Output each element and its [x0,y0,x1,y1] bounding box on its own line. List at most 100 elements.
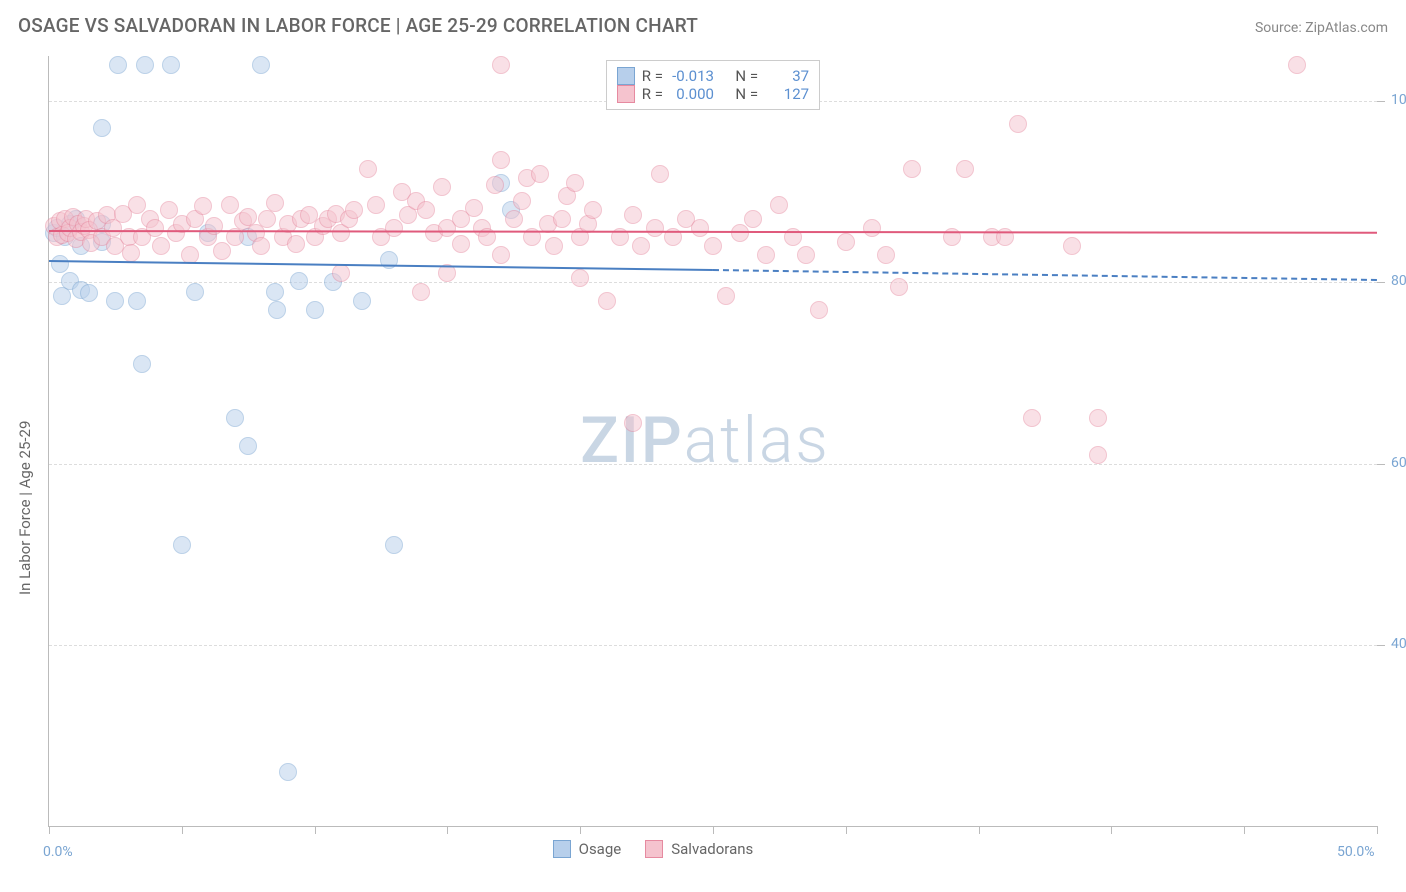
data-point [837,233,855,251]
data-point [332,264,350,282]
legend-r-label: R = [642,67,663,85]
x-tick [1111,826,1112,834]
y-tick-label: 60.0% [1391,455,1406,471]
y-tick [1377,464,1385,465]
data-point [353,292,371,310]
title-bar: OSAGE VS SALVADORAN IN LABOR FORCE | AGE… [18,14,1388,37]
data-point [367,196,385,214]
data-point [186,283,204,301]
data-point [1063,237,1081,255]
data-point [146,219,164,237]
plot-area: ZIPatlas 40.0%60.0%80.0%100.0%0.0%50.0% [48,56,1377,827]
data-point [152,237,170,255]
data-point [133,355,151,373]
data-point [287,235,305,253]
data-point [252,56,270,74]
data-point [584,201,602,219]
y-tick [1377,645,1385,646]
x-tick-label: 0.0% [43,844,73,860]
data-point [890,278,908,296]
x-tick [182,826,183,834]
chart-container: OSAGE VS SALVADORAN IN LABOR FORCE | AGE… [0,0,1406,892]
data-point [417,201,435,219]
data-point [545,237,563,255]
data-point [492,151,510,169]
x-tick-label: 50.0% [1337,844,1375,860]
legend-correlation: R =-0.013 N =37R =0.000 N =127 [606,60,820,110]
data-point [109,56,127,74]
data-point [80,284,98,302]
data-point [903,160,921,178]
x-tick [49,826,50,834]
data-point [598,292,616,310]
data-point [566,174,584,192]
x-tick [447,826,448,834]
legend-n-label: N = [735,85,758,103]
legend-series: Osage Salvadorans [553,840,754,858]
gridline [49,464,1377,465]
data-point [717,287,735,305]
data-point [651,165,669,183]
data-point [205,217,223,235]
legend-series-label: Osage [579,840,622,858]
x-tick [580,826,581,834]
data-point [433,178,451,196]
data-point [704,237,722,255]
x-tick [1377,826,1378,834]
x-tick [979,826,980,834]
source-label: Source: ZipAtlas.com [1255,20,1388,36]
chart-title: OSAGE VS SALVADORAN IN LABOR FORCE | AGE… [18,14,698,37]
data-point [1288,56,1306,74]
data-point [194,197,212,215]
data-point [173,536,191,554]
data-point [863,219,881,237]
data-point [770,196,788,214]
data-point [513,192,531,210]
x-tick [315,826,316,834]
data-point [757,246,775,264]
y-tick [1377,101,1385,102]
legend-row: R =0.000 N =127 [617,85,809,103]
data-point [797,246,815,264]
data-point [1089,409,1107,427]
data-point [266,283,284,301]
data-point [359,160,377,178]
data-point [744,210,762,228]
x-tick [846,826,847,834]
data-point [1023,409,1041,427]
data-point [128,292,146,310]
data-point [810,301,828,319]
data-point [221,196,239,214]
data-point [465,199,483,217]
y-tick-label: 40.0% [1391,636,1406,652]
data-point [571,269,589,287]
data-point [486,176,504,194]
data-point [492,56,510,74]
data-point [162,56,180,74]
data-point [93,119,111,137]
legend-n-label: N = [735,67,758,85]
data-point [306,301,324,319]
legend-item: Osage [553,840,622,858]
data-point [691,219,709,237]
legend-swatch [617,67,635,85]
gridline [49,645,1377,646]
legend-swatch [553,840,571,858]
data-point [452,235,470,253]
legend-swatch [645,840,663,858]
legend-item: Salvadorans [645,840,753,858]
data-point [279,763,297,781]
data-point [624,414,642,432]
data-point [122,244,140,262]
data-point [412,283,430,301]
data-point [492,246,510,264]
data-point [345,201,363,219]
legend-r-value: 0.000 [670,85,714,103]
y-axis-label: In Labor Force | Age 25-29 [16,421,34,595]
legend-series-label: Salvadorans [671,840,753,858]
data-point [1009,115,1027,133]
data-point [646,219,664,237]
data-point [632,237,650,255]
data-point [213,242,231,260]
data-point [505,210,523,228]
